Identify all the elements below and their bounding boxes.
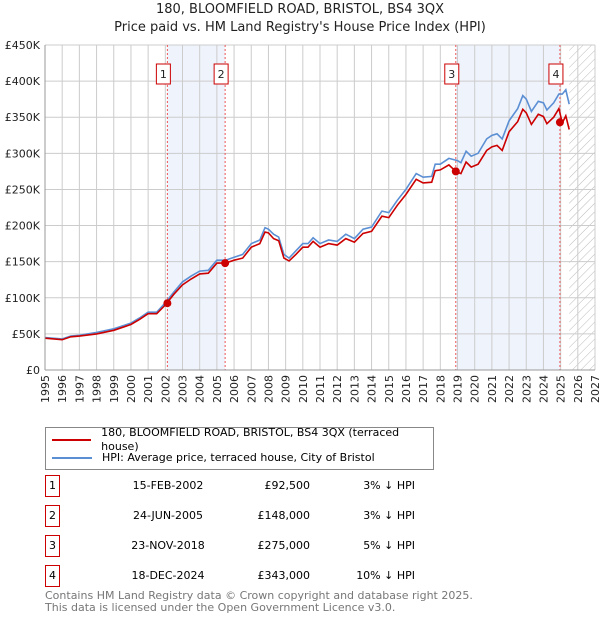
x-tick-label: 1996 <box>56 375 69 403</box>
x-tick-label: 2004 <box>194 375 207 403</box>
transaction-row: 2 24-JUN-2005 £148,000 3% ↓ HPI <box>45 505 445 527</box>
price-chart: 1995 1996 1997 1998 1999 2000 2001 2002 2003 2004… <box>5 39 600 403</box>
x-tick-label: 2002 <box>159 375 172 403</box>
transaction-price: £343,000 <box>257 569 311 582</box>
x-tick-label: 2012 <box>331 375 344 403</box>
transaction-price: £92,500 <box>264 479 311 492</box>
x-tick-label: 2006 <box>228 375 241 403</box>
sale-label-box <box>155 63 171 85</box>
legend-item-hpi: HPI: Average price, terraced house, City… <box>52 451 375 465</box>
transaction-row: 4 18-DEC-2024 £343,000 10% ↓ HPI <box>45 565 445 587</box>
red-line-swatch <box>52 439 92 441</box>
sale-point <box>555 118 564 127</box>
x-tick-label: 2019 <box>452 375 465 403</box>
x-tick-label: 2003 <box>177 375 190 403</box>
y-tick-label: £450K <box>5 39 41 52</box>
x-tick-label: 2001 <box>142 375 155 403</box>
x-tick-label: 2008 <box>262 375 275 403</box>
transaction-date: 24-JUN-2005 <box>132 509 204 522</box>
y-tick-label: £0 <box>26 364 40 377</box>
footer-line: This data is licensed under the Open Gov… <box>45 601 396 614</box>
transaction-hpi-diff: 5% ↓ HPI <box>363 539 415 552</box>
y-tick-label: £100K <box>5 292 41 305</box>
transaction-hpi-diff: 3% ↓ HPI <box>363 479 415 492</box>
x-tick-label: 2016 <box>400 375 413 403</box>
shaded-period <box>167 45 226 370</box>
legend: 180, BLOOMFIELD ROAD, BRISTOL, BS4 3QX (… <box>45 426 434 470</box>
legend-item-property: 180, BLOOMFIELD ROAD, BRISTOL, BS4 3QX (… <box>52 426 433 453</box>
sale-label-box <box>444 63 460 85</box>
sale-point <box>163 299 172 308</box>
transaction-date: 23-NOV-2018 <box>131 539 205 552</box>
chart-subtitle: Price paid vs. HM Land Registry's House … <box>114 20 486 35</box>
chart-title: 180, BLOOMFIELD ROAD, BRISTOL, BS4 3QX <box>155 2 445 17</box>
sale-label-box <box>213 63 229 85</box>
transaction-row: 3 23-NOV-2018 £275,000 5% ↓ HPI <box>45 535 445 557</box>
transaction-hpi-diff: 3% ↓ HPI <box>363 509 415 522</box>
sale-label: 1 <box>160 68 167 81</box>
transaction-hpi-diff: 10% ↓ HPI <box>356 569 415 582</box>
x-tick-label: 2020 <box>469 375 482 403</box>
transaction-price: £275,000 <box>257 539 311 552</box>
y-tick-label: £150K <box>5 256 41 269</box>
x-tick-label: 2011 <box>314 375 327 403</box>
property-price-line <box>44 106 570 341</box>
x-tick-label: 1999 <box>108 375 121 403</box>
transaction-row: 1 15-FEB-2002 £92,500 3% ↓ HPI <box>45 475 445 497</box>
sale-point <box>451 167 460 176</box>
y-tick-label: £200K <box>5 220 41 233</box>
x-tick-label: 2027 <box>589 375 600 403</box>
hpi-line <box>44 88 570 340</box>
x-tick-label: 1997 <box>73 375 86 403</box>
sale-label-box <box>548 63 564 85</box>
x-tick-label: 1998 <box>91 375 104 403</box>
x-tick-label: 2010 <box>297 375 310 403</box>
legend-label: 180, BLOOMFIELD ROAD, BRISTOL, BS4 3QX (… <box>101 426 400 453</box>
y-tick-label: £350K <box>5 111 41 124</box>
sale-label: 2 <box>218 68 225 81</box>
x-tick-label: 2026 <box>572 375 585 403</box>
x-tick-label: 2022 <box>503 375 516 403</box>
shaded-period <box>455 45 560 370</box>
blue-line-swatch <box>52 457 92 459</box>
x-tick-label: 1995 <box>39 375 52 403</box>
x-tick-label: 2013 <box>348 375 361 403</box>
x-tick-label: 2018 <box>434 375 447 403</box>
sale-label: 4 <box>552 68 559 81</box>
transaction-date: 18-DEC-2024 <box>131 569 205 582</box>
x-tick-label: 2000 <box>125 375 138 403</box>
sale-label: 3 <box>448 68 455 81</box>
x-tick-label: 2007 <box>245 375 258 403</box>
x-tick-label: 2023 <box>520 375 533 403</box>
y-tick-label: £300K <box>5 147 41 160</box>
forecast-hatch <box>569 45 595 370</box>
y-tick-label: £50K <box>12 328 41 341</box>
x-tick-label: 2009 <box>280 375 293 403</box>
transaction-date: 15-FEB-2002 <box>132 479 204 492</box>
y-tick-label: £250K <box>5 183 41 196</box>
x-tick-label: 2005 <box>211 375 224 403</box>
transaction-number: 3 <box>45 535 60 557</box>
footer-line: Contains HM Land Registry data © Crown c… <box>45 589 473 602</box>
legend-label: HPI: Average price, terraced house, City… <box>102 451 375 464</box>
transaction-number: 4 <box>45 565 60 587</box>
sale-point <box>221 259 230 268</box>
x-tick-label: 2014 <box>366 375 379 403</box>
transaction-number: 1 <box>45 475 60 497</box>
x-tick-label: 2017 <box>417 375 430 403</box>
transaction-price: £148,000 <box>257 509 311 522</box>
x-tick-label: 2024 <box>537 375 550 403</box>
y-tick-label: £400K <box>5 75 41 88</box>
x-tick-label: 2021 <box>486 375 499 403</box>
x-tick-label: 2015 <box>383 375 396 403</box>
x-tick-label: 2025 <box>555 375 568 403</box>
transaction-number: 2 <box>45 505 60 527</box>
footer: Contains HM Land Registry data © Crown c… <box>45 590 473 614</box>
